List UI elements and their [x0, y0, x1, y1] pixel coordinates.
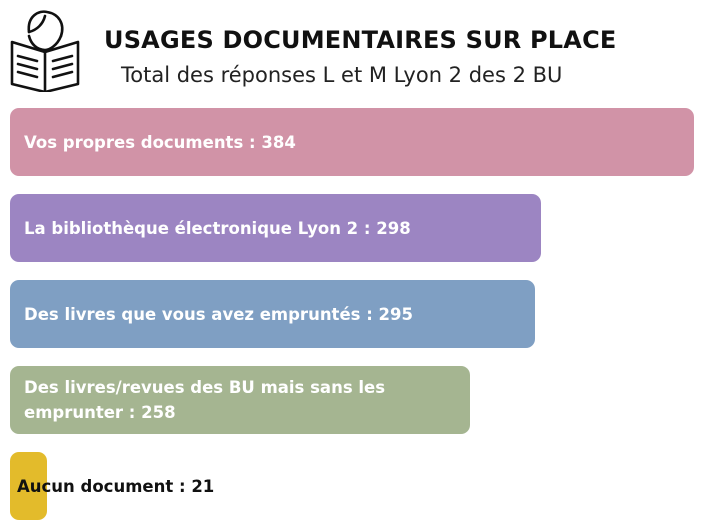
bar-4	[10, 366, 470, 434]
bar-label-2: La bibliothèque électronique Lyon 2 : 29…	[24, 218, 411, 238]
chart-subtitle: Total des réponses L et M Lyon 2 des 2 B…	[121, 63, 563, 87]
bar-1	[10, 108, 694, 176]
bar-label-3: Des livres que vous avez empruntés : 295	[24, 304, 413, 324]
chart-title: USAGES DOCUMENTAIRES SUR PLACE	[104, 26, 617, 54]
bar-2	[10, 194, 541, 262]
bar-label-4: Des livres/revues des BU mais sans les e…	[24, 378, 386, 422]
bar-label-1: Vos propres documents : 384	[24, 132, 296, 152]
bar-5	[10, 452, 47, 520]
bar-3	[10, 280, 535, 348]
bar-label-5: Aucun document : 21	[17, 476, 215, 496]
reader-book-icon	[10, 10, 80, 92]
